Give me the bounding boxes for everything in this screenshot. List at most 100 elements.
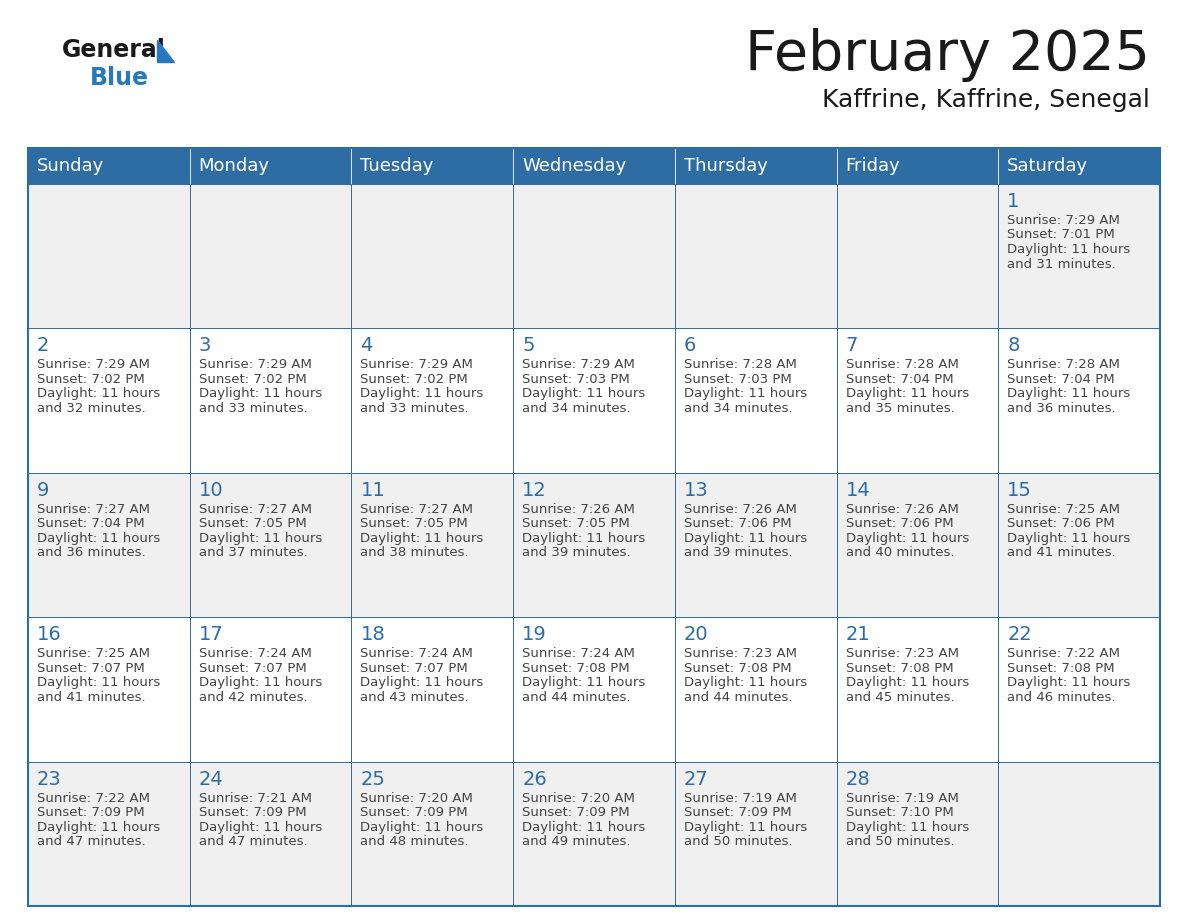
Text: Sunset: 7:08 PM: Sunset: 7:08 PM [684, 662, 791, 675]
Text: Daylight: 11 hours: Daylight: 11 hours [846, 532, 969, 544]
Text: and 36 minutes.: and 36 minutes. [37, 546, 146, 559]
Text: 4: 4 [360, 336, 373, 355]
Text: and 49 minutes.: and 49 minutes. [523, 835, 631, 848]
Bar [352, 617, 513, 762]
Text: Daylight: 11 hours: Daylight: 11 hours [198, 387, 322, 400]
Text: and 48 minutes.: and 48 minutes. [360, 835, 469, 848]
Text: General: General [62, 38, 166, 62]
Text: 8: 8 [1007, 336, 1019, 355]
Bar [836, 473, 998, 617]
Text: 28: 28 [846, 769, 871, 789]
Text: and 44 minutes.: and 44 minutes. [684, 690, 792, 704]
Text: 9: 9 [37, 481, 50, 499]
Text: Sunrise: 7:29 AM: Sunrise: 7:29 AM [1007, 214, 1120, 227]
Text: Sunset: 7:09 PM: Sunset: 7:09 PM [198, 806, 307, 819]
Text: Sunday: Sunday [37, 157, 105, 175]
Text: Sunset: 7:09 PM: Sunset: 7:09 PM [523, 806, 630, 819]
Text: Sunset: 7:03 PM: Sunset: 7:03 PM [684, 373, 791, 386]
Bar [29, 473, 190, 617]
Bar [675, 617, 836, 762]
Text: Thursday: Thursday [684, 157, 767, 175]
Text: Daylight: 11 hours: Daylight: 11 hours [523, 532, 645, 544]
Text: Friday: Friday [846, 157, 901, 175]
Text: 24: 24 [198, 769, 223, 789]
Text: Daylight: 11 hours: Daylight: 11 hours [684, 821, 807, 834]
Text: Sunrise: 7:24 AM: Sunrise: 7:24 AM [198, 647, 311, 660]
Text: Daylight: 11 hours: Daylight: 11 hours [1007, 532, 1131, 544]
Text: Sunset: 7:03 PM: Sunset: 7:03 PM [523, 373, 630, 386]
Text: and 42 minutes.: and 42 minutes. [198, 690, 308, 704]
Text: Wednesday: Wednesday [523, 157, 626, 175]
Text: Daylight: 11 hours: Daylight: 11 hours [37, 532, 160, 544]
Text: Sunrise: 7:20 AM: Sunrise: 7:20 AM [523, 791, 636, 804]
Text: Sunset: 7:04 PM: Sunset: 7:04 PM [846, 373, 953, 386]
Text: Sunset: 7:05 PM: Sunset: 7:05 PM [523, 518, 630, 531]
Text: Sunset: 7:02 PM: Sunset: 7:02 PM [198, 373, 307, 386]
Text: Sunrise: 7:27 AM: Sunrise: 7:27 AM [37, 503, 150, 516]
Text: and 38 minutes.: and 38 minutes. [360, 546, 469, 559]
Text: Sunrise: 7:28 AM: Sunrise: 7:28 AM [684, 358, 797, 372]
Text: 18: 18 [360, 625, 385, 644]
Bar [675, 473, 836, 617]
Text: Sunrise: 7:27 AM: Sunrise: 7:27 AM [198, 503, 311, 516]
Text: Daylight: 11 hours: Daylight: 11 hours [37, 821, 160, 834]
Text: 17: 17 [198, 625, 223, 644]
Bar [513, 473, 675, 617]
Text: Daylight: 11 hours: Daylight: 11 hours [360, 387, 484, 400]
Text: Sunrise: 7:25 AM: Sunrise: 7:25 AM [37, 647, 150, 660]
Text: and 44 minutes.: and 44 minutes. [523, 690, 631, 704]
Text: 23: 23 [37, 769, 62, 789]
Text: Sunrise: 7:24 AM: Sunrise: 7:24 AM [360, 647, 473, 660]
Text: Daylight: 11 hours: Daylight: 11 hours [684, 532, 807, 544]
Bar [29, 329, 190, 473]
Text: 3: 3 [198, 336, 211, 355]
Text: 1: 1 [1007, 192, 1019, 211]
Text: Sunrise: 7:24 AM: Sunrise: 7:24 AM [523, 647, 636, 660]
Bar [998, 762, 1159, 906]
Text: Sunset: 7:07 PM: Sunset: 7:07 PM [360, 662, 468, 675]
Text: and 45 minutes.: and 45 minutes. [846, 690, 954, 704]
Bar [29, 184, 190, 329]
Text: Daylight: 11 hours: Daylight: 11 hours [523, 677, 645, 689]
Text: Daylight: 11 hours: Daylight: 11 hours [360, 532, 484, 544]
Bar [998, 184, 1159, 329]
Text: Daylight: 11 hours: Daylight: 11 hours [684, 387, 807, 400]
Bar [352, 184, 513, 329]
Bar [513, 617, 675, 762]
Bar [836, 617, 998, 762]
Bar [190, 762, 352, 906]
Text: Sunrise: 7:22 AM: Sunrise: 7:22 AM [1007, 647, 1120, 660]
Text: Sunset: 7:05 PM: Sunset: 7:05 PM [198, 518, 307, 531]
Bar [352, 148, 513, 184]
Text: Daylight: 11 hours: Daylight: 11 hours [198, 677, 322, 689]
Text: Saturday: Saturday [1007, 157, 1088, 175]
Text: 15: 15 [1007, 481, 1032, 499]
Text: Sunrise: 7:19 AM: Sunrise: 7:19 AM [684, 791, 797, 804]
Bar [190, 617, 352, 762]
Text: and 43 minutes.: and 43 minutes. [360, 690, 469, 704]
Text: and 39 minutes.: and 39 minutes. [684, 546, 792, 559]
Text: Sunrise: 7:25 AM: Sunrise: 7:25 AM [1007, 503, 1120, 516]
Text: 16: 16 [37, 625, 62, 644]
Bar [352, 473, 513, 617]
Text: Sunrise: 7:26 AM: Sunrise: 7:26 AM [523, 503, 636, 516]
Text: Sunset: 7:06 PM: Sunset: 7:06 PM [1007, 518, 1114, 531]
Bar [836, 184, 998, 329]
Text: 19: 19 [523, 625, 546, 644]
Text: 2: 2 [37, 336, 50, 355]
Text: Daylight: 11 hours: Daylight: 11 hours [198, 821, 322, 834]
Text: Sunset: 7:09 PM: Sunset: 7:09 PM [37, 806, 145, 819]
Bar [513, 148, 675, 184]
Bar [190, 184, 352, 329]
Bar [29, 762, 190, 906]
Bar [998, 148, 1159, 184]
Text: 12: 12 [523, 481, 546, 499]
Text: and 37 minutes.: and 37 minutes. [198, 546, 308, 559]
Bar [675, 148, 836, 184]
Text: Sunrise: 7:26 AM: Sunrise: 7:26 AM [846, 503, 959, 516]
Bar [836, 762, 998, 906]
Text: Daylight: 11 hours: Daylight: 11 hours [360, 677, 484, 689]
Bar [190, 473, 352, 617]
Text: Sunrise: 7:22 AM: Sunrise: 7:22 AM [37, 791, 150, 804]
Text: Daylight: 11 hours: Daylight: 11 hours [198, 532, 322, 544]
